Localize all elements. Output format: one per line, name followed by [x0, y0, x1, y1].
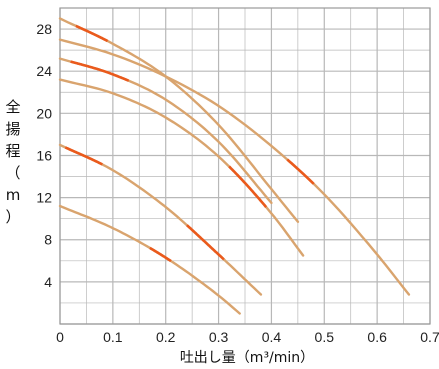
y-tick-label: 4: [44, 274, 52, 290]
pump-curve-operating-range: [70, 60, 130, 82]
x-tick-label: 0.6: [367, 329, 387, 345]
y-tick-label: 28: [36, 21, 52, 37]
pump-curve-line: [58, 78, 305, 257]
y-tick-label: 16: [36, 147, 52, 163]
y-axis-label-char: 程: [5, 142, 20, 160]
x-tick-label: 0.5: [315, 329, 335, 345]
pump-curve-operating-range: [228, 165, 268, 208]
y-tick-label: 20: [36, 105, 52, 121]
pump-curve-operating-range: [64, 146, 103, 166]
y-axis-ticks: 4 8 12 16 20 24 28: [36, 21, 52, 290]
x-tick-label: 0.1: [103, 329, 123, 345]
pump-curve: [58, 143, 263, 296]
pump-curve-operating-range: [75, 24, 109, 43]
pump-curve-line: [58, 204, 241, 315]
y-axis-label-char: （: [5, 164, 20, 182]
pump-curve-operating-range: [186, 224, 225, 261]
plot-frame: [59, 7, 431, 325]
grid: [59, 7, 431, 325]
x-tick-label: 0.2: [156, 329, 176, 345]
y-axis-label-char: 揚: [5, 120, 20, 138]
x-tick-label: 0.3: [209, 329, 229, 345]
pump-curve-line: [58, 38, 411, 296]
x-tick-label: 0: [56, 329, 64, 345]
pump-curve: [58, 78, 305, 257]
pump-curves: [58, 17, 411, 315]
y-axis-label: 全揚程 （ m ）: [5, 98, 20, 226]
y-tick-label: 12: [36, 190, 52, 206]
y-tick-label: 8: [44, 232, 52, 248]
pump-curve: [58, 38, 411, 296]
pump-curve: [58, 204, 241, 315]
pump-curve-operating-range: [286, 158, 315, 185]
pump-curve: [58, 17, 300, 223]
x-tick-label: 0.4: [262, 329, 282, 345]
x-axis-label: 吐出し量（m³/min）: [180, 350, 314, 366]
pump-curve-operating-range: [149, 246, 172, 263]
y-axis-label-char: 全: [5, 98, 20, 116]
y-axis-label-char: m: [6, 186, 21, 204]
x-tick-label: 0.7: [420, 329, 439, 345]
pump-curve: [58, 57, 273, 205]
y-axis-label-char: ）: [5, 208, 20, 226]
x-axis-ticks: 0 0.1 0.2 0.3 0.4 0.5 0.6 0.7: [56, 329, 439, 345]
y-tick-label: 24: [36, 63, 52, 79]
